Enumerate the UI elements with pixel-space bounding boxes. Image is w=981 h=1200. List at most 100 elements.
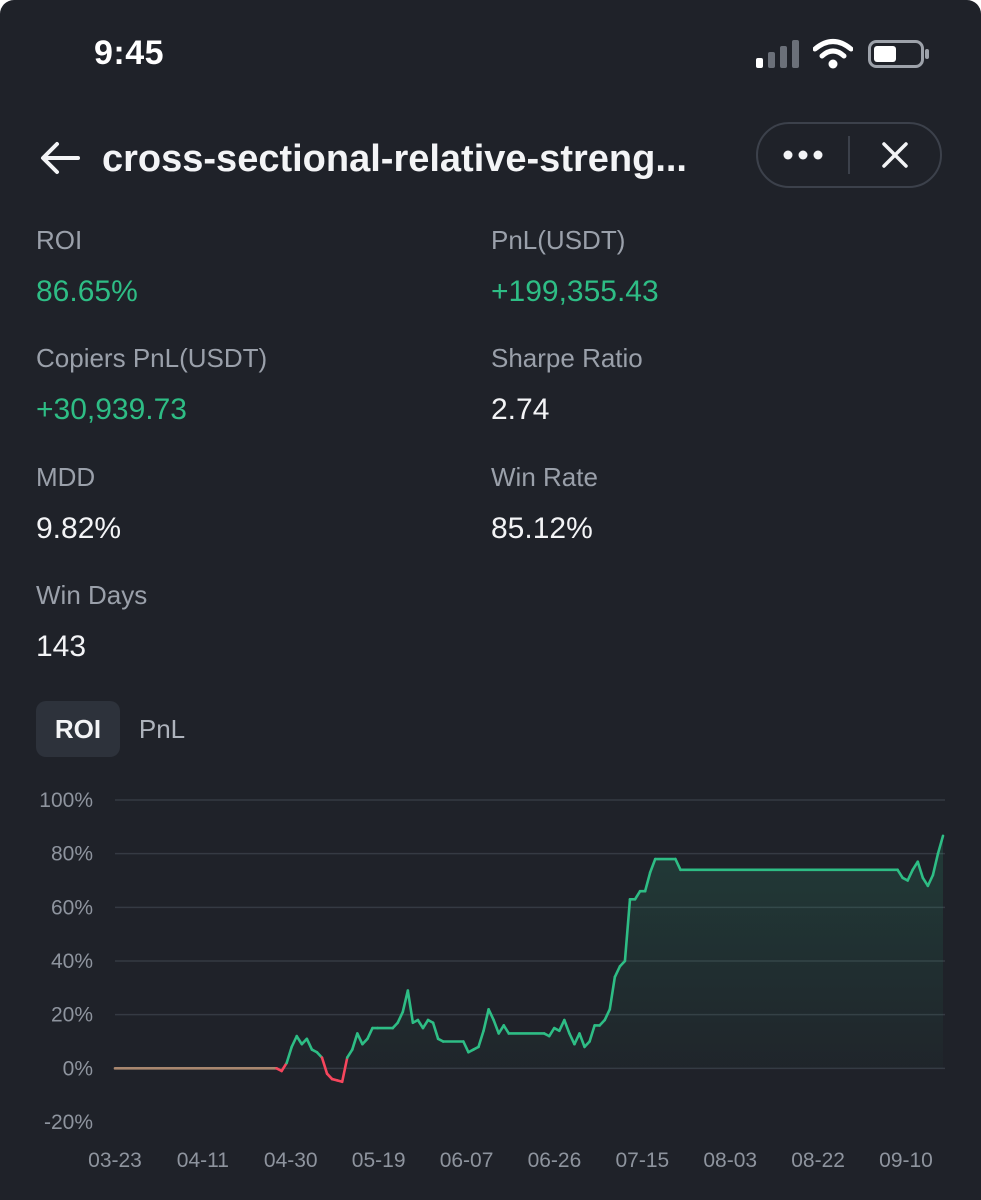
y-tick-label: 60%	[51, 896, 93, 919]
roi-line-segment	[366, 1026, 374, 1041]
tab-pnl[interactable]: PnL	[138, 713, 186, 744]
roi-line-segment	[285, 1045, 294, 1065]
roi-line-segment	[340, 1056, 349, 1084]
roi-line-segment	[482, 1008, 490, 1033]
roi-line-segment	[643, 871, 652, 893]
roi-line-segment	[497, 1024, 506, 1035]
roi-line-segment	[350, 1032, 359, 1051]
roi-line-segment	[406, 989, 415, 1025]
roi-line-segment	[578, 1032, 586, 1049]
arrow-left-icon	[41, 142, 80, 174]
roi-line-segment	[568, 1032, 576, 1046]
x-tick-label: 06-07	[440, 1149, 494, 1172]
roi-line-segment	[906, 868, 915, 882]
y-tick-label: 40%	[51, 950, 93, 973]
stat-copiers-pnl: Copiers PnL(USDT) +30,939.73	[36, 343, 267, 427]
roi-chart: 100% 80% 60% 40% 20% 0% -20% 03-23 04-11 04-30 05…	[39, 789, 945, 1172]
roi-line-segment	[623, 897, 632, 963]
roi-line-segment	[477, 1029, 485, 1049]
stat-win-rate: Win Rate 85.12%	[491, 462, 598, 546]
roi-line-segment	[487, 1008, 495, 1022]
roi-line-segment	[295, 1034, 304, 1046]
roi-line-segment	[280, 1061, 288, 1073]
roi-line-segment	[320, 1056, 329, 1076]
y-tick-label: -20%	[44, 1111, 93, 1134]
roi-line-segment	[936, 834, 945, 855]
roi-line-segment	[674, 857, 682, 872]
status-time: 9:45	[94, 34, 165, 72]
y-tick-label: 20%	[51, 1004, 93, 1027]
roi-line-segment	[345, 1048, 354, 1059]
roi-line-segment	[608, 975, 617, 1011]
stat-value: +30,939.73	[36, 393, 187, 426]
back-button[interactable]	[38, 136, 82, 180]
page-title: cross-sectional-relative-streng...	[102, 138, 687, 180]
stat-win-days: Win Days 143	[36, 580, 147, 664]
roi-line-segment	[431, 1021, 440, 1041]
y-tick-label: 100%	[39, 789, 93, 812]
stat-roi: ROI 86.65%	[36, 225, 138, 309]
stat-mdd: MDD 9.82%	[36, 462, 121, 546]
roi-line-segment	[356, 1032, 364, 1046]
roi-line-segment	[633, 889, 642, 901]
x-tick-label: 08-03	[703, 1149, 757, 1172]
roi-line-segment	[921, 876, 930, 888]
stat-value: 143	[36, 630, 87, 663]
roi-line-segment	[547, 1026, 556, 1038]
roi-line-segment	[557, 1018, 566, 1033]
roi-line-segment	[401, 989, 410, 1014]
stat-value: 85.12%	[491, 512, 593, 545]
x-tick-label: 03-23	[88, 1149, 142, 1172]
roi-line-segment	[563, 1018, 571, 1035]
stat-label: Win Rate	[491, 462, 598, 492]
roi-line-segment	[926, 873, 935, 888]
roi-line-segment	[588, 1024, 596, 1043]
roi-line-segment	[421, 1018, 430, 1030]
roi-line-segment	[931, 852, 940, 877]
stat-sharpe-ratio: Sharpe Ratio 2.74	[491, 343, 643, 427]
roi-line-segment	[396, 1010, 405, 1025]
tab-roi[interactable]: ROI	[36, 701, 120, 757]
roi-line-segment	[290, 1034, 299, 1049]
roi-area-fill	[115, 835, 943, 1069]
roi-line-segment	[502, 1024, 511, 1035]
close-button[interactable]	[850, 124, 940, 186]
stat-value: 9.82%	[36, 512, 122, 545]
mini-program-capsule	[756, 122, 942, 188]
roi-line-segment	[416, 1018, 425, 1030]
stat-value: +199,355.43	[491, 275, 659, 308]
roi-line-segment	[462, 1040, 470, 1054]
stat-label: Sharpe Ratio	[491, 343, 643, 373]
x-tick-label: 09-10	[879, 1149, 933, 1172]
roi-line-segment	[648, 857, 657, 874]
roi-line-segment	[916, 860, 925, 880]
roi-line-segment	[573, 1032, 581, 1046]
stat-label: Copiers PnL(USDT)	[36, 343, 268, 373]
x-tick-label: 06-26	[528, 1149, 582, 1172]
stat-value: 2.74	[491, 393, 550, 426]
battery-icon	[868, 40, 929, 68]
roi-line-segment	[305, 1037, 314, 1051]
x-tick-label: 04-11	[177, 1149, 229, 1172]
roi-line-segment	[603, 1008, 612, 1022]
x-tick-label: 05-19	[352, 1149, 406, 1172]
stat-value: 86.65%	[36, 275, 138, 308]
stat-label: MDD	[36, 462, 96, 492]
more-horizontal-icon	[783, 150, 823, 160]
stat-label: ROI	[36, 225, 83, 255]
stat-label: PnL(USDT)	[491, 225, 626, 255]
roi-line-segment	[492, 1018, 501, 1035]
close-icon	[882, 142, 908, 168]
more-button[interactable]	[758, 124, 848, 186]
wifi-icon	[813, 39, 853, 69]
cellular-signal-icon	[756, 40, 799, 68]
capsule-divider	[848, 136, 850, 174]
roi-line-segment	[896, 868, 904, 880]
roi-line-segment	[613, 965, 622, 979]
x-tick-label: 08-22	[791, 1149, 845, 1172]
x-tick-label: 04-30	[264, 1149, 318, 1172]
y-tick-label: 80%	[51, 843, 93, 866]
x-tick-label: 07-15	[615, 1149, 669, 1172]
stat-pnl: PnL(USDT) +199,355.43	[491, 225, 659, 309]
